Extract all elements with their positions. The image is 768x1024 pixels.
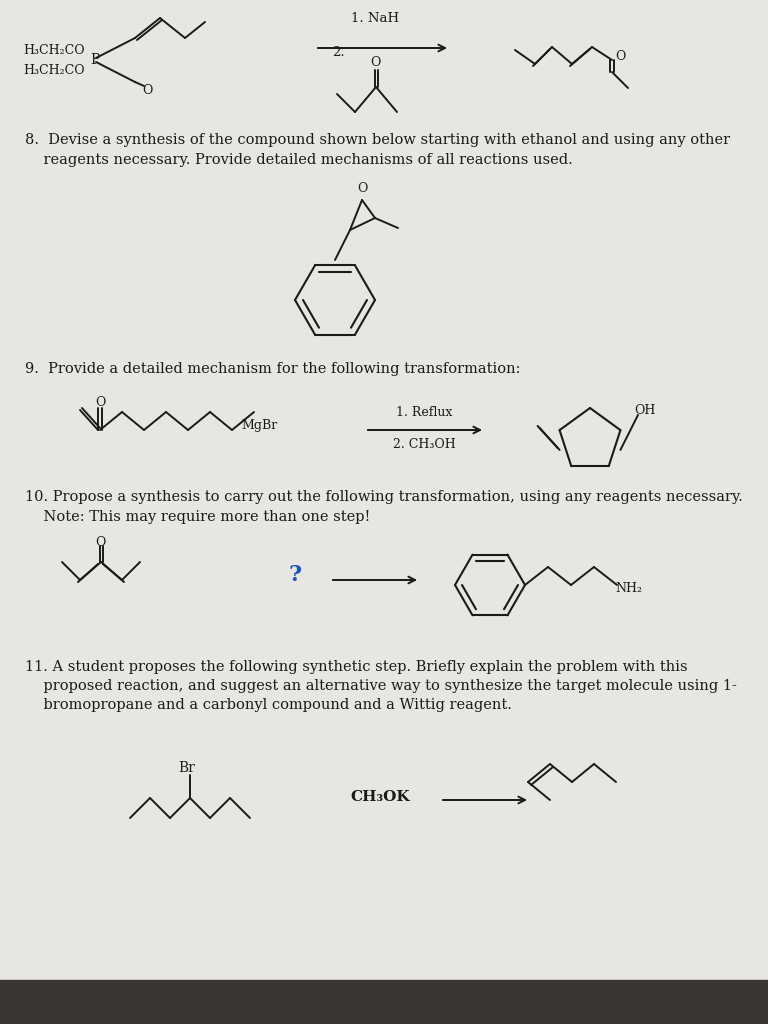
Text: 2.: 2. — [332, 45, 344, 58]
Text: Note: This may require more than one step!: Note: This may require more than one ste… — [25, 510, 370, 524]
Text: OH: OH — [634, 403, 656, 417]
Text: 2. CH₃OH: 2. CH₃OH — [392, 438, 455, 452]
Text: Br: Br — [179, 761, 195, 775]
Text: NH₂: NH₂ — [615, 583, 643, 596]
Text: 11. A student proposes the following synthetic step. Briefly explain the problem: 11. A student proposes the following syn… — [25, 660, 687, 674]
Text: H₃CH₂CO: H₃CH₂CO — [23, 63, 85, 77]
Text: 10. Propose a synthesis to carry out the following transformation, using any rea: 10. Propose a synthesis to carry out the… — [25, 490, 743, 504]
Text: bromopropane and a carbonyl compound and a Wittig reagent.: bromopropane and a carbonyl compound and… — [25, 698, 512, 712]
Text: O: O — [94, 536, 105, 549]
Text: O: O — [357, 181, 367, 195]
Text: ?: ? — [289, 564, 302, 586]
Text: P: P — [90, 53, 99, 67]
Text: H₃CH₂CO: H₃CH₂CO — [23, 43, 85, 56]
Text: 8.  Devise a synthesis of the compound shown below starting with ethanol and usi: 8. Devise a synthesis of the compound sh… — [25, 133, 730, 147]
Text: O: O — [94, 395, 105, 409]
Text: O: O — [615, 50, 625, 63]
Text: O: O — [370, 55, 380, 69]
Text: O: O — [142, 84, 152, 96]
Text: MgBr: MgBr — [241, 420, 277, 432]
Text: 1. NaH: 1. NaH — [351, 11, 399, 25]
Text: 1. Reflux: 1. Reflux — [396, 407, 452, 420]
Text: CH₃OK: CH₃OK — [350, 790, 410, 804]
Text: proposed reaction, and suggest an alternative way to synthesize the target molec: proposed reaction, and suggest an altern… — [25, 679, 737, 693]
Text: reagents necessary. Provide detailed mechanisms of all reactions used.: reagents necessary. Provide detailed mec… — [25, 153, 573, 167]
Text: 9.  Provide a detailed mechanism for the following transformation:: 9. Provide a detailed mechanism for the … — [25, 362, 521, 376]
